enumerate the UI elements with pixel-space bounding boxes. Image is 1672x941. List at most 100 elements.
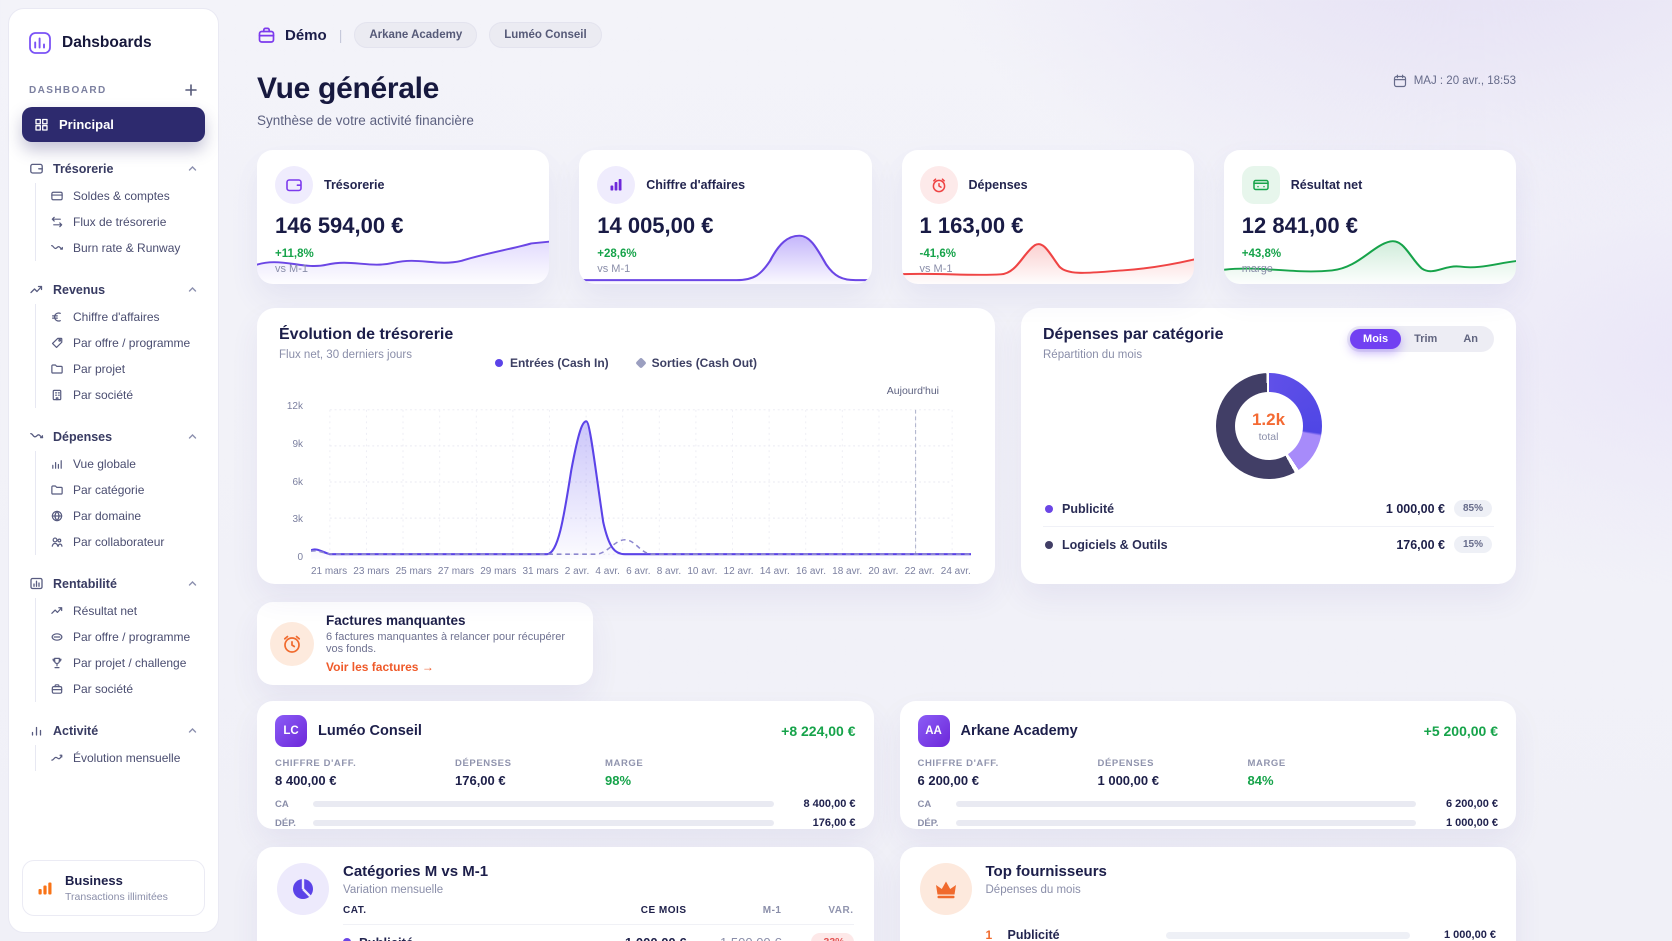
building-icon	[52, 389, 62, 401]
sidebar-item-label: Vue globale	[73, 457, 136, 471]
bottom-cards-row: Catégories M vs M-1 Variation mensuelle …	[257, 847, 1516, 941]
range-option-trim[interactable]: Trim	[1414, 333, 1438, 345]
plan-banner[interactable]: Business Transactions illimitées	[22, 860, 205, 916]
bar-value: 176,00 €	[812, 817, 856, 829]
sidebar-item-resultat-net[interactable]: Résultat net	[45, 598, 205, 624]
kpi-card-tresorerie: Trésorerie 146 594,00 € +11,8% vs M-1	[257, 150, 550, 284]
sidebar-item-rent-par-societe[interactable]: Par société	[45, 676, 205, 702]
missing-invoices-alert: Factures manquantes 6 factures manquante…	[257, 602, 593, 685]
sidebar-item-par-projet-challenge[interactable]: Par projet / challenge	[45, 650, 205, 676]
kpi-card-resultat-net: Résultat net 12 841,00 € +43,8% marge	[1223, 150, 1516, 284]
card-title: Catégories M vs M-1	[343, 863, 489, 880]
breadcrumb: Démo | Arkane Academy Luméo Conseil	[257, 22, 1516, 48]
kpi-label: Dépenses	[968, 178, 1028, 192]
sidebar-section-activite-header[interactable]: Activité	[22, 716, 205, 745]
calendar-icon	[1393, 74, 1406, 88]
donut-subtitle: Répartition du mois	[1043, 349, 1143, 361]
progress-bar	[955, 801, 1416, 807]
y-axis: 12k 9k 6k 3k 0	[279, 401, 303, 563]
sidebar-item-flux-tresorerie[interactable]: Flux de trésorerie	[45, 209, 205, 235]
bar-value: 8 400,00 €	[803, 798, 856, 810]
sidebar-item-principal[interactable]: Principal	[22, 107, 205, 142]
chevron-up-icon	[188, 434, 197, 439]
sidebar-section-tresorerie-header[interactable]: Trésorerie	[22, 154, 205, 183]
add-dashboard-button[interactable]	[184, 83, 198, 97]
bar-value: 6 200,00 €	[1446, 798, 1498, 810]
sidebar-item-par-domaine[interactable]: Par domaine	[45, 503, 205, 529]
tag-icon	[51, 633, 63, 641]
top-suppliers-card: Top fournisseurs Dépenses du mois 1 Publ…	[899, 847, 1516, 941]
stat-label: CHIFFRE D'AFF.	[275, 758, 357, 769]
sidebar-item-par-offre[interactable]: Par offre / programme	[45, 330, 205, 356]
kpi-label: Trésorerie	[324, 178, 385, 192]
alarm-clock-icon	[270, 621, 314, 666]
bar-chart-logo-icon	[29, 32, 51, 54]
x-tick: 21 mars	[311, 566, 348, 577]
x-tick: 29 mars	[480, 566, 517, 577]
today-annotation: Aujourd'hui	[886, 385, 939, 397]
orange-bars-icon	[38, 882, 52, 895]
sidebar-item-soldes-comptes[interactable]: Soldes & comptes	[45, 183, 205, 209]
sidebar-item-burn-rate[interactable]: Burn rate & Runway	[45, 235, 205, 261]
bar-label: DÉP.	[917, 817, 939, 829]
supplier-label: Publicité	[1007, 928, 1060, 941]
sidebar-item-par-societe[interactable]: Par société	[45, 382, 205, 408]
categories-comparison-card: Catégories M vs M-1 Variation mensuelle …	[257, 847, 874, 941]
company-tab-lumeo[interactable]: Luméo Conseil	[489, 22, 602, 48]
briefcase-icon	[258, 27, 275, 43]
previous-value: 1 500,00 €	[687, 935, 781, 941]
sidebar-item-chiffre-affaires[interactable]: Chiffre d'affaires	[45, 304, 205, 330]
legend-percent-badge: 15%	[1453, 536, 1492, 553]
sidebar-item-par-categorie[interactable]: Par catégorie	[45, 477, 205, 503]
sidebar-item-label: Flux de trésorerie	[73, 215, 167, 229]
kpi-value: 14 005,00 €	[597, 213, 714, 238]
trend-line-icon	[51, 754, 63, 761]
stat-value: 6 200,00 €	[917, 773, 979, 788]
variation-badge: -33%	[810, 933, 854, 941]
legend-cash-in[interactable]: Entrées (Cash In)	[494, 356, 609, 370]
legend-cash-out[interactable]: Sorties (Cash Out)	[635, 356, 757, 370]
x-tick: 22 avr.	[904, 566, 935, 577]
stopwatch-icon	[919, 166, 958, 204]
globe-icon	[51, 510, 63, 522]
sidebar-item-rent-par-offre[interactable]: Par offre / programme	[45, 624, 205, 650]
sidebar-section-depenses-header[interactable]: Dépenses	[22, 422, 205, 451]
supplier-bar	[1165, 931, 1410, 939]
sidebar-item-label: Résultat net	[73, 604, 138, 618]
company-name: Arkane Academy	[960, 723, 1078, 739]
app-logo: Dahsboards	[22, 29, 205, 57]
donut-legend: Publicité 1 000,00 € 85% Logiciels & Out…	[1043, 491, 1494, 562]
alert-title: Factures manquantes	[326, 613, 466, 628]
sidebar-section-revenus-header[interactable]: Revenus	[22, 275, 205, 304]
workspace-selector[interactable]: Démo	[257, 26, 327, 45]
kpi-value: 146 594,00 €	[275, 213, 404, 238]
sparkline-tresorerie	[257, 240, 550, 284]
sidebar-item-evolution-mensuelle[interactable]: Évolution mensuelle	[45, 745, 205, 771]
company-tab-arkane[interactable]: Arkane Academy	[354, 22, 478, 48]
x-tick: 16 avr.	[795, 566, 826, 577]
x-tick: 14 avr.	[759, 566, 790, 577]
suppliers-list: 1 Publicité 1 000,00 € 2 Logiciels & Out…	[986, 928, 1497, 941]
sidebar-item-label: Par société	[73, 682, 134, 696]
section-label: Rentabilité	[53, 576, 117, 591]
stat-label: MARGE	[1247, 758, 1286, 769]
charts-row: Évolution de trésorerie Flux net, 30 der…	[257, 308, 1516, 584]
x-tick: 27 mars	[437, 566, 475, 577]
range-option-mois[interactable]: Mois	[1350, 329, 1402, 349]
kpi-note: marge	[1241, 263, 1273, 275]
table-row: Publicité 1 000,00 € 1 500,00 € -33%	[343, 924, 854, 941]
sidebar-item-par-collaborateur[interactable]: Par collaborateur	[45, 529, 205, 555]
sidebar-item-par-projet[interactable]: Par projet	[45, 356, 205, 382]
chevron-up-icon	[188, 287, 197, 292]
gray-diamond-icon	[635, 357, 647, 369]
sidebar-section-rentabilite: Rentabilité Résultat net Par offre / pro…	[22, 569, 205, 704]
bars-icon	[52, 460, 62, 469]
x-tick: 8 avr.	[656, 566, 682, 577]
x-tick: 6 avr.	[626, 566, 651, 577]
sidebar-item-vue-globale[interactable]: Vue globale	[45, 451, 205, 477]
folder-icon	[51, 485, 63, 495]
sidebar-section-rentabilite-header[interactable]: Rentabilité	[22, 569, 205, 598]
range-option-an[interactable]: An	[1463, 333, 1478, 345]
view-invoices-link[interactable]: Voir les factures →	[326, 660, 434, 674]
sidebar-item-label: Par projet / challenge	[73, 656, 187, 670]
